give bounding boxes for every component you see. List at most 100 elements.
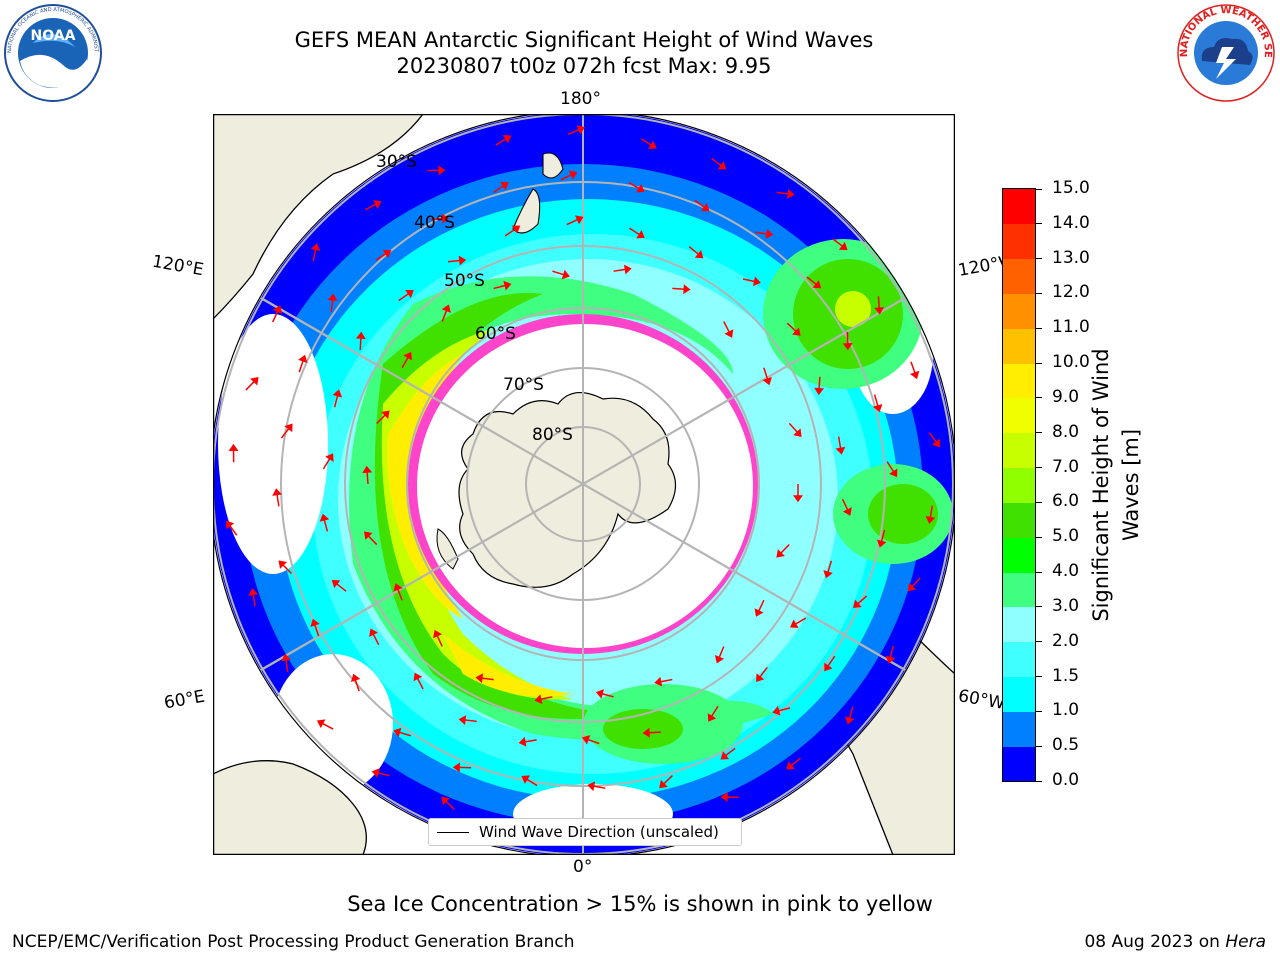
- lat-label-40s: 40°S: [414, 213, 455, 233]
- wave-arrow-shaft: [524, 739, 537, 743]
- wave-arrow-head: [228, 443, 239, 452]
- wave-arrow-head: [272, 305, 282, 314]
- colorbar-segment: [1003, 397, 1035, 434]
- wave-arrow-head: [381, 410, 390, 419]
- wave-arrow-head: [502, 134, 512, 144]
- wave-arrow-shaft: [540, 696, 553, 701]
- wave-arrow-head: [393, 727, 402, 738]
- wave-arrow-head: [844, 716, 855, 725]
- land-australia: [212, 113, 425, 321]
- wave-arrow-head: [700, 203, 710, 212]
- colorbar-segment: [1003, 467, 1035, 503]
- wave-arrow-head: [824, 662, 833, 672]
- wave-arrow-shaft: [832, 238, 843, 247]
- wave-arrow-head: [792, 327, 801, 336]
- lat-label-50s: 50°S: [444, 271, 485, 291]
- wave-arrow-shaft: [526, 778, 538, 787]
- wave-arrow-head: [853, 599, 862, 609]
- wave-arrow-head: [310, 618, 320, 627]
- lat-label-30s: 30°S: [376, 152, 417, 172]
- wave-arrow-head: [278, 560, 288, 569]
- wave-arrow-head: [331, 579, 341, 589]
- colorbar-tick-mark: [1035, 223, 1042, 225]
- wave-arrow-shaft: [401, 356, 409, 369]
- lon-label-0: 0°: [573, 857, 593, 877]
- wave-arrow-shaft: [493, 284, 506, 290]
- wave-arrow-shaft: [282, 564, 292, 574]
- run-date: 08 Aug 2023 on Hera: [1084, 932, 1266, 952]
- colorbar-tick-mark: [1035, 327, 1042, 329]
- colorbar-tick-mark: [1035, 258, 1042, 260]
- wave-arrow-shaft: [718, 646, 725, 658]
- colorbar-tick-label: 12.0: [1052, 282, 1090, 303]
- wave-arrow-shaft: [640, 138, 652, 146]
- colorbar-tick-mark: [1035, 745, 1042, 747]
- wave-arrow-shaft: [252, 594, 256, 607]
- wave-arrow-shaft: [877, 296, 881, 309]
- wave-arrow-shaft: [778, 707, 791, 712]
- wave-arrow-head: [907, 582, 917, 592]
- colorbar-label-line1: Significant Height of Wind: [1089, 348, 1113, 622]
- colorbar-tick-mark: [1035, 571, 1042, 573]
- wave-arrow-head: [438, 165, 446, 176]
- wave-arrow-head: [659, 779, 668, 789]
- wave-arrow-shaft: [365, 203, 377, 211]
- wave-arrow-shaft: [552, 270, 565, 276]
- wave-arrow-shaft: [397, 588, 403, 601]
- colorbar-segment: [1003, 676, 1035, 712]
- wave-arrow-head: [403, 351, 412, 361]
- legend-line-swatch: [437, 832, 469, 833]
- colorbar-tick-label: 10.0: [1052, 352, 1090, 373]
- wave-arrow-head: [521, 775, 531, 784]
- lon-label-60e: 60°E: [162, 686, 207, 714]
- wave-arrow-head: [452, 762, 460, 773]
- wave-arrow-shaft: [628, 227, 640, 236]
- wave-arrow-head: [281, 653, 291, 662]
- wave-arrow-shaft: [464, 719, 477, 723]
- wave-arrow-head: [885, 655, 896, 664]
- wave-arrow-shaft: [873, 394, 879, 407]
- wave-arrow-shaft: [613, 268, 626, 272]
- colorbar-tick-mark: [1035, 780, 1042, 782]
- wave-arrow-shaft: [795, 617, 807, 625]
- lon-label-180: 180°: [560, 89, 601, 109]
- colorbar-tick-label: 11.0: [1052, 317, 1090, 338]
- wave-arrow-shaft: [354, 679, 360, 692]
- wave-arrow-head: [707, 713, 717, 722]
- wave-arrow-shaft: [285, 659, 289, 672]
- wave-arrow-head: [756, 673, 765, 682]
- wave-arrow-head: [793, 428, 802, 437]
- colorbar-tick-mark: [1035, 710, 1042, 712]
- wave-arrow-head: [765, 229, 774, 239]
- colorbar-tick-mark: [1035, 606, 1042, 608]
- colorbar-segment: [1003, 641, 1035, 678]
- wave-arrow-shaft: [336, 583, 347, 592]
- wave-arrow-shaft: [314, 624, 320, 637]
- colorbar-segment: [1003, 746, 1035, 782]
- wave-arrow-head: [362, 465, 373, 474]
- wave-arrow-shaft: [672, 287, 685, 290]
- wave-arrow-shaft: [848, 706, 854, 719]
- wave-arrow-shaft: [567, 128, 580, 136]
- wave-arrow-head: [648, 140, 657, 149]
- wave-arrow-head: [910, 370, 920, 380]
- colorbar-label-line2: Waves [m]: [1119, 428, 1143, 542]
- wave-arrow-head: [433, 629, 443, 639]
- wave-arrow-shaft: [886, 461, 895, 473]
- lon-label-60w: 60°W: [956, 686, 1007, 714]
- wave-arrow-shaft: [322, 458, 331, 470]
- wave-arrow-head: [925, 516, 936, 524]
- wave-arrow-head: [298, 354, 308, 364]
- colorbar-tick-mark: [1035, 397, 1042, 399]
- wave-arrow-shaft: [660, 678, 673, 683]
- wave-arrow-head: [720, 792, 728, 802]
- nws-logo: NATIONAL WEATHER SERVICE: [1172, 0, 1276, 103]
- colorbar-segment: [1003, 432, 1035, 469]
- colorbar-segment: [1003, 189, 1035, 225]
- wave-arrow-shaft: [880, 529, 886, 542]
- colorbar-tick-label: 7.0: [1052, 456, 1080, 477]
- wave-arrow-shaft: [447, 259, 461, 263]
- colorbar-tick-label: 1.0: [1052, 700, 1080, 721]
- wave-arrow-shaft: [827, 560, 833, 573]
- wave-arrow-head: [250, 376, 259, 386]
